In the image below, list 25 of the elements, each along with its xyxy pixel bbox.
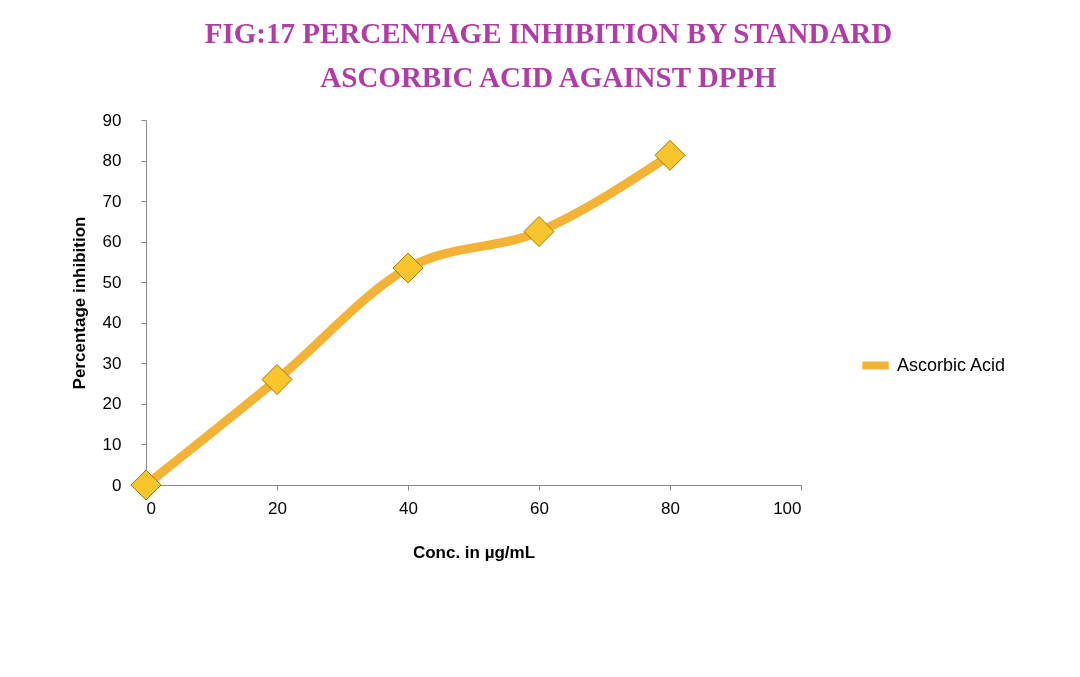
chart-title: FIG:17 PERCENTAGE INHIBITION BY STANDARD ASCORBIC ACID AGAINST DPPH <box>204 17 893 93</box>
x-tick-label: 40 <box>399 498 418 518</box>
x-tick-label: 60 <box>530 498 549 518</box>
y-tick-label: 60 <box>102 232 122 252</box>
y-tick-label: 90 <box>102 110 122 130</box>
y-tick-label: 40 <box>102 313 122 333</box>
y-tick-label: 0 <box>112 475 122 495</box>
point <box>261 364 293 396</box>
y-tick-label: 70 <box>102 191 122 211</box>
y-tick-label: 50 <box>102 272 122 292</box>
point <box>523 216 555 248</box>
legend-label: Ascorbic Acid <box>897 354 1006 375</box>
x-axis-title: Conc. in µg/mL <box>412 542 536 562</box>
point <box>130 469 162 501</box>
y-tick-label: 30 <box>102 353 122 373</box>
point <box>392 252 424 284</box>
x-tick-label: 20 <box>268 498 287 518</box>
y-axis-title: Percentage inhibition <box>69 216 89 390</box>
x-tick-label: 0 <box>146 498 156 518</box>
y-tick-label: 10 <box>102 434 122 454</box>
x-tick-label: 100 <box>773 498 802 518</box>
point <box>654 139 686 171</box>
x-tick-label: 80 <box>661 498 680 518</box>
y-tick-label: 20 <box>102 394 122 414</box>
y-tick-label: 80 <box>102 151 122 171</box>
